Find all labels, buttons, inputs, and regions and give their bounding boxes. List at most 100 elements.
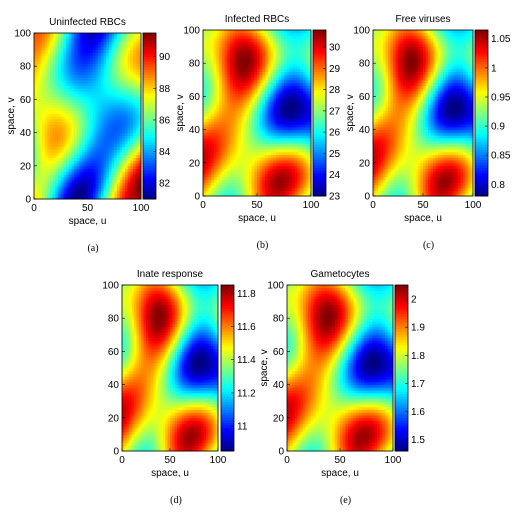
heatmap-cell [108, 93, 113, 98]
heatmap-cell [132, 165, 137, 170]
heatmap-cell [95, 146, 99, 150]
heatmap-cell [254, 162, 258, 167]
heatmap-cell [71, 179, 75, 183]
heatmap-cell [124, 82, 129, 87]
heatmap-cell [114, 68, 118, 73]
heatmap-cell [90, 174, 94, 178]
heatmap-cell [90, 63, 94, 67]
heatmap-cell [284, 165, 288, 169]
heatmap-cell [98, 171, 102, 175]
heatmap-cell [130, 104, 134, 109]
y-tick-label: 80 [20, 62, 32, 73]
heatmap-cell [127, 107, 131, 111]
heatmap-cell [98, 107, 102, 111]
heatmap-cell [55, 179, 59, 183]
heatmap-cell [100, 140, 105, 145]
heatmap-cell [34, 55, 38, 59]
heatmap-cell [42, 174, 46, 178]
heatmap-cell [100, 174, 105, 178]
heatmap-cell [47, 113, 51, 117]
heatmap-cell [114, 110, 118, 114]
heatmap-cell [44, 55, 48, 59]
heatmap-cell [273, 151, 277, 155]
heatmap-cell [34, 143, 38, 147]
colorbar-tick-label: 24 [329, 170, 341, 181]
heatmap-cell [74, 190, 78, 194]
heatmap-cell [36, 174, 40, 178]
heatmap-cell [132, 57, 137, 62]
heatmap-cell [124, 85, 129, 89]
heatmap-cell [52, 121, 56, 125]
heatmap-cell [273, 165, 277, 169]
heatmap-cell [58, 193, 62, 197]
heatmap-cell [251, 179, 255, 183]
heatmap-cell [44, 165, 48, 170]
heatmap-cell [71, 107, 75, 111]
colorbar-segment [143, 144, 156, 148]
heatmap-cell [219, 184, 223, 189]
heatmap-cell [106, 135, 110, 139]
heatmap-cell [251, 160, 255, 164]
heatmap-cell [108, 96, 113, 100]
heatmap-cell [98, 174, 102, 178]
heatmap-cell [127, 157, 131, 161]
heatmap-cell [95, 118, 99, 123]
heatmap-cell [119, 146, 123, 150]
heatmap-cell [55, 146, 59, 150]
heatmap-cell [76, 193, 80, 197]
heatmap-cell [95, 124, 99, 128]
heatmap-cell [305, 165, 309, 169]
colorbar-segment [143, 33, 156, 37]
heatmap-cell [87, 104, 91, 109]
heatmap-cell [100, 91, 105, 95]
heatmap-cell [63, 154, 67, 158]
heatmap-cell [119, 168, 123, 172]
heatmap-cell [127, 165, 131, 170]
colorbar-segment [143, 103, 156, 107]
heatmap-cell [84, 63, 88, 67]
heatmap-cell [248, 165, 253, 169]
heatmap-cell [203, 187, 207, 191]
heatmap-cell [87, 60, 91, 64]
heatmap-cell [47, 33, 51, 37]
heatmap-cell [71, 171, 75, 175]
heatmap-cell [227, 148, 231, 153]
heatmap-cell [224, 146, 228, 150]
heatmap-cell [203, 165, 207, 169]
heatmap-cell [254, 184, 258, 189]
heatmap-cell [47, 138, 51, 142]
heatmap-cell [47, 66, 51, 70]
heatmap-cell [240, 165, 244, 169]
heatmap-cell [52, 77, 56, 81]
heatmap-cell [127, 140, 131, 145]
heatmap-cell [138, 151, 142, 156]
heatmap-cell [257, 146, 261, 150]
heatmap-cell [138, 60, 142, 64]
heatmap-cell [74, 91, 78, 95]
heatmap-cell [208, 176, 212, 180]
heatmap-cell [124, 41, 129, 45]
heatmap-cell [119, 179, 123, 183]
heatmap-cell [289, 146, 293, 150]
heatmap-cell [257, 151, 261, 155]
heatmap-cell [36, 80, 40, 84]
heatmap-cell [302, 193, 307, 197]
heatmap-cell [50, 110, 54, 114]
heatmap-cell [138, 196, 142, 200]
heatmap-cell [124, 146, 129, 150]
heatmap-cell [55, 165, 59, 170]
heatmap-cell [267, 165, 271, 169]
heatmap-cell [42, 33, 46, 37]
heatmap-cell [265, 171, 269, 175]
heatmap-cell [111, 121, 115, 125]
heatmap-cell [74, 143, 78, 147]
heatmap-cell [127, 82, 131, 87]
heatmap-cell [119, 171, 123, 175]
heatmap-cell [71, 96, 75, 100]
heatmap-cell [281, 168, 285, 172]
heatmap-cell [230, 143, 234, 147]
colorbar-segment [143, 66, 156, 70]
heatmap-cell [98, 135, 102, 139]
heatmap-cell [50, 66, 54, 70]
